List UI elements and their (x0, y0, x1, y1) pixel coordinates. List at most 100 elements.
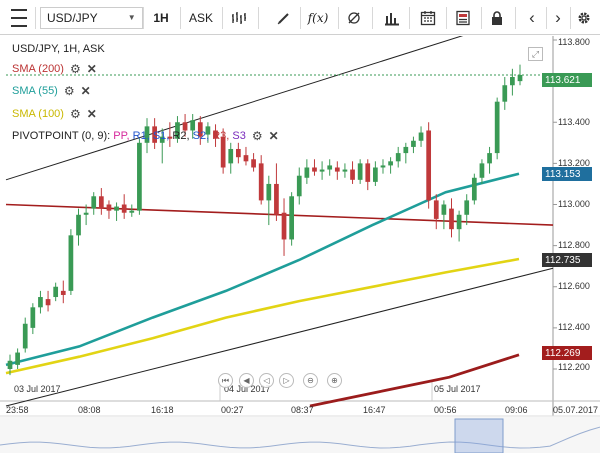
scroll-forward-icon[interactable]: ▷ (279, 373, 294, 388)
bear-candle (213, 130, 218, 139)
bull-candle (464, 200, 470, 215)
scroll-back-icon[interactable]: ◁ (259, 373, 274, 388)
day-label: 03 Jul 2017 (14, 384, 61, 394)
bear-candle (433, 200, 439, 219)
bull-candle (83, 212, 89, 215)
x-tick: 00:56 (434, 405, 457, 415)
crosshair-icon[interactable] (343, 0, 365, 35)
scroll-left-icon[interactable]: ◀ (239, 373, 254, 388)
sma100-line (5, 257, 520, 375)
price-chart[interactable]: ⤢ USD/JPY, 1H, ASK SMA (200) ⚙ ✕ SMA (55… (0, 36, 600, 453)
template-icon[interactable] (452, 0, 474, 35)
bull-candle (327, 165, 333, 170)
bull-candle (228, 148, 234, 164)
bull-candle (403, 146, 409, 154)
x-tick: 08:08 (78, 405, 101, 415)
bear-candle (426, 130, 432, 201)
y-tick: 113.400 (558, 117, 590, 127)
sma55-line (5, 172, 520, 367)
bull-candle (15, 352, 20, 365)
draw-pencil-icon[interactable] (273, 0, 295, 35)
expand-icon[interactable]: ⤢ (528, 47, 543, 61)
pivot-s1-label: S1, (152, 130, 170, 142)
gear-icon[interactable]: ⚙ (251, 129, 263, 143)
symbol-selector[interactable]: USD/JPY ▼ (40, 6, 143, 29)
legend-header-text: USD/JPY, 1H, ASK (12, 43, 105, 55)
timeframe-selector[interactable]: 1H (148, 0, 174, 35)
bull-candle (205, 126, 211, 135)
day-label: 05 Jul 2017 (434, 384, 481, 394)
chevron-left-icon[interactable]: ‹ (529, 7, 535, 27)
gear-icon[interactable]: ⚙ (69, 62, 81, 76)
x-tick: 16:18 (151, 405, 174, 415)
sma55-label: SMA (55) (12, 85, 58, 97)
sma200-price-tag: 112.269 (542, 346, 592, 360)
pivot-label: PIVOTPOINT (0, 9): (12, 130, 111, 142)
x-tick: 16:47 (363, 405, 386, 415)
lock-icon[interactable] (486, 0, 508, 35)
bull-candle (129, 210, 135, 213)
calendar-icon[interactable] (417, 0, 439, 35)
scroll-start-icon[interactable]: ⏮ (218, 373, 233, 388)
pivot-r1-label: R1, (132, 130, 150, 142)
day-label: 04 Jul 2017 (224, 384, 271, 394)
bull-candle (373, 167, 378, 182)
legend-sma55: SMA (55) ⚙ ✕ (12, 83, 91, 99)
legend-sma100: SMA (100) ⚙ ✕ (12, 106, 97, 122)
close-icon[interactable]: ✕ (86, 62, 97, 76)
menu-icon[interactable] (8, 0, 30, 35)
y-tick: 113.200 (558, 158, 590, 168)
bull-candle (471, 177, 477, 201)
bull-candle (76, 214, 81, 236)
legend-pivotpoint: PIVOTPOINT (0, 9): PP, R1, S1, R2, S2, R… (12, 128, 279, 144)
bull-candle (479, 163, 485, 178)
x-tick: 08:37 (291, 405, 314, 415)
x-tick: 00:27 (221, 405, 244, 415)
price-side-selector[interactable]: ASK (185, 0, 217, 35)
pivot-s2-label: S2, (192, 130, 210, 142)
bear-candle (258, 163, 264, 201)
bull-candle (380, 165, 386, 168)
symbol-label: USD/JPY (47, 10, 98, 25)
legend-header: USD/JPY, 1H, ASK (12, 41, 105, 57)
bear-candle (312, 167, 317, 172)
close-icon[interactable]: ✕ (86, 107, 97, 121)
zoom-out-icon[interactable]: ⊖ (303, 373, 318, 388)
timeframe-label: 1H (153, 10, 169, 25)
bull-candle (114, 206, 119, 211)
bear-candle (60, 290, 66, 295)
bull-candle (510, 77, 515, 86)
bull-candle (441, 204, 447, 215)
bull-candle (395, 153, 401, 162)
close-icon[interactable]: ✕ (80, 84, 91, 98)
bar-chart-icon[interactable] (381, 0, 403, 35)
bull-candle (456, 214, 462, 230)
bull-candle (289, 196, 295, 240)
chart-canvas[interactable] (0, 36, 600, 453)
chevron-right-icon[interactable]: › (555, 7, 561, 27)
bear-candle (274, 183, 279, 215)
bear-candle (235, 148, 241, 158)
gear-icon[interactable]: ⚙ (63, 84, 75, 98)
bull-candle (159, 136, 165, 143)
gear-icon[interactable]: ⚙ (69, 107, 81, 121)
indicators-fx-button[interactable]: f(x) (305, 0, 331, 35)
bull-candle (319, 169, 325, 172)
bull-candle (22, 323, 28, 349)
bull-candle (175, 122, 180, 139)
bull-candle (418, 132, 424, 141)
bull-candle (357, 163, 363, 180)
bear-candle (365, 163, 371, 182)
bull-candle (53, 286, 59, 298)
y-tick: 112.200 (558, 362, 590, 372)
y-tick: 112.600 (558, 281, 590, 291)
bear-candle (197, 122, 203, 137)
pivot-pp-label: PP, (113, 130, 130, 142)
bear-candle (106, 204, 112, 211)
y-tick: 112.400 (558, 322, 590, 332)
settings-icon[interactable] (573, 0, 595, 35)
close-icon[interactable]: ✕ (268, 129, 279, 143)
zoom-in-icon[interactable]: ⊕ (327, 373, 342, 388)
bull-candle (266, 183, 272, 201)
chart-type-icon[interactable] (228, 0, 252, 35)
